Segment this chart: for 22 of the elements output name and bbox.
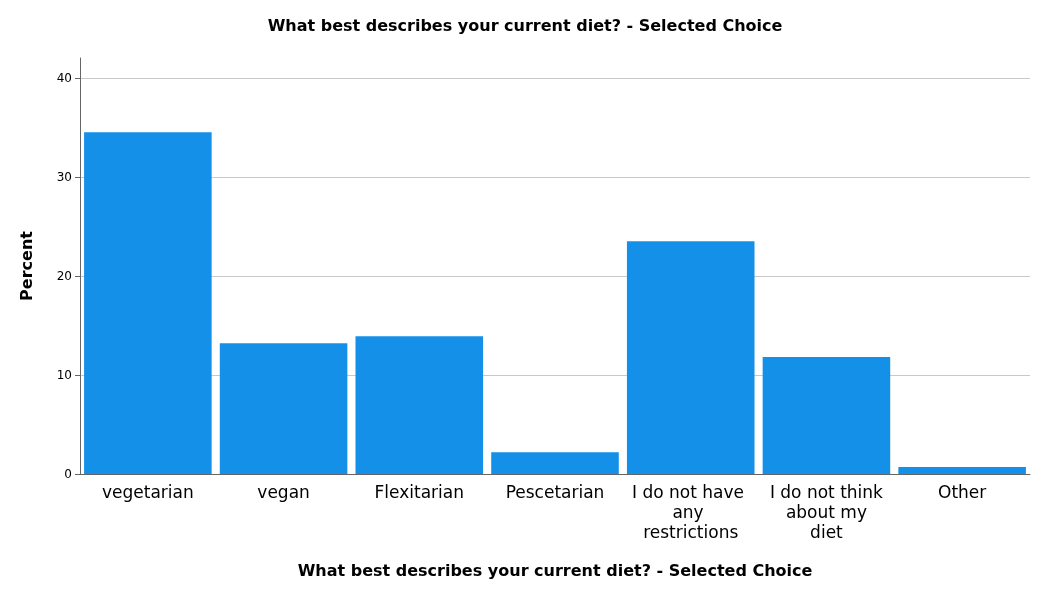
x-axis-title: What best describes your current diet? - Selected Choice (297, 560, 813, 580)
x-tick-label: Other (938, 482, 987, 502)
bar (219, 343, 348, 474)
bar (626, 241, 755, 474)
bar (762, 357, 891, 474)
x-tick-label: I do not think about my diet (769, 482, 884, 542)
bar (84, 132, 212, 474)
y-tick-label: 20 (56, 268, 72, 283)
y-tick-label: 30 (56, 169, 72, 184)
y-axis-title: Percent (16, 230, 36, 301)
x-tick-label: vegetarian (101, 482, 194, 502)
x-tick-label: I do not have any restrictions (632, 482, 750, 542)
chart-title: What best describes your current diet? - Selected Choice (267, 15, 783, 35)
y-tick-label: 10 (56, 367, 72, 382)
y-tick-label: 0 (64, 467, 72, 481)
bar (898, 467, 1026, 474)
x-tick-label: Flexitarian (374, 482, 464, 502)
x-tick-label: vegan (257, 482, 310, 502)
y-tick-label: 40 (56, 70, 72, 85)
bar (355, 336, 484, 474)
x-tick-label: Pescetarian (505, 482, 605, 502)
bar (491, 452, 619, 474)
